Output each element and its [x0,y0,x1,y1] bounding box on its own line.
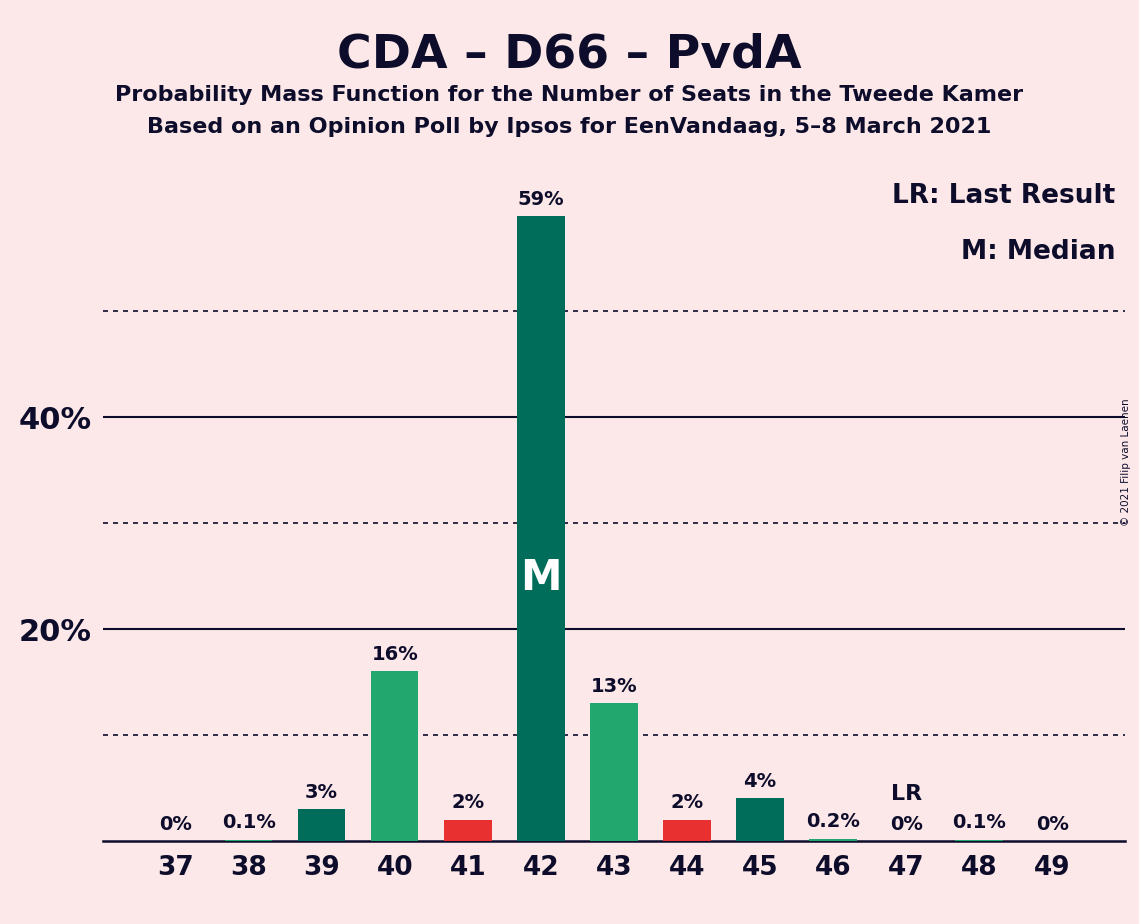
Bar [517,216,565,841]
Bar [590,703,638,841]
Text: © 2021 Filip van Laenen: © 2021 Filip van Laenen [1121,398,1131,526]
Text: 4%: 4% [744,772,777,791]
Text: 59%: 59% [517,189,564,209]
Text: 0%: 0% [890,816,923,834]
Text: M: M [521,557,562,600]
Bar [956,840,1003,841]
Text: 2%: 2% [671,793,704,812]
Text: 3%: 3% [305,783,338,802]
Bar [663,820,711,841]
Text: Based on an Opinion Poll by Ipsos for EenVandaag, 5–8 March 2021: Based on an Opinion Poll by Ipsos for Ee… [147,117,992,138]
Bar [371,672,418,841]
Text: 0.1%: 0.1% [222,813,276,833]
Text: Probability Mass Function for the Number of Seats in the Tweede Kamer: Probability Mass Function for the Number… [115,85,1024,105]
Text: 0%: 0% [1035,816,1068,834]
Text: 16%: 16% [371,645,418,664]
Bar [444,820,492,841]
Text: LR: Last Result: LR: Last Result [892,184,1115,210]
Text: CDA – D66 – PvdA: CDA – D66 – PvdA [337,32,802,78]
Text: 0.2%: 0.2% [806,812,860,832]
Bar [810,839,857,841]
Text: 2%: 2% [451,793,484,812]
Text: 0.1%: 0.1% [952,813,1006,833]
Text: 13%: 13% [591,676,637,696]
Bar [736,798,784,841]
Text: LR: LR [891,784,921,804]
Text: M: Median: M: Median [960,238,1115,264]
Bar [224,840,272,841]
Bar [298,809,345,841]
Text: 0%: 0% [159,816,192,834]
